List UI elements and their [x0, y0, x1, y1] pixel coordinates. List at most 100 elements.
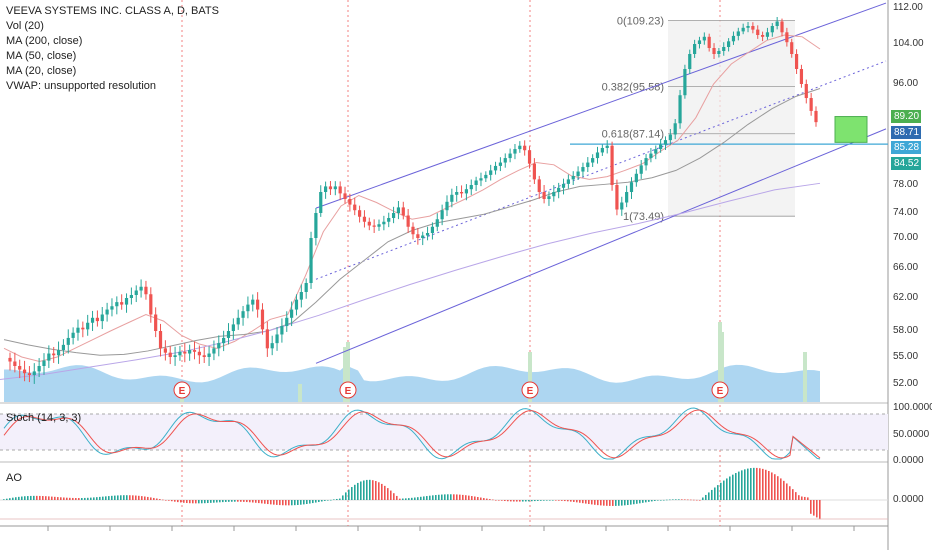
ao-bar	[195, 500, 197, 504]
ao-bar	[519, 500, 521, 502]
candle-body	[605, 145, 609, 148]
volume-spike	[803, 352, 807, 402]
price-tick-label: 55.00	[893, 351, 919, 362]
stoch-band	[0, 414, 888, 450]
ao-bar	[36, 495, 38, 500]
channel-upper-line	[315, 2, 887, 209]
ao-bar	[141, 496, 143, 500]
ao-bar	[42, 496, 44, 500]
price-tick-label: 52.00	[893, 378, 919, 389]
ao-bar	[690, 499, 692, 501]
ao-bar	[39, 495, 41, 500]
ao-bar	[132, 495, 134, 500]
candle-body	[532, 163, 536, 180]
ao-bar	[564, 500, 566, 502]
candle-body	[290, 309, 294, 318]
ao-bar	[516, 500, 518, 502]
ao-bar	[405, 498, 407, 500]
candle-body	[547, 196, 551, 199]
ao-bar	[324, 500, 326, 501]
ao-bar	[294, 500, 296, 506]
ao-bar	[123, 495, 125, 500]
ao-bar	[735, 473, 737, 500]
ao-bar	[381, 483, 383, 500]
ao-bar	[21, 496, 23, 500]
ao-bar	[114, 495, 116, 500]
candle-body	[338, 186, 342, 194]
stoch-label: Stoch (14, 3, 3)	[6, 412, 82, 424]
candle-body	[129, 295, 133, 298]
ao-bar	[186, 500, 188, 504]
ao-bar	[30, 495, 32, 500]
ao-bar	[147, 496, 149, 500]
candle-body	[561, 183, 566, 188]
candle-body	[391, 213, 396, 218]
channel-mid-line	[315, 60, 887, 280]
ao-bar	[90, 497, 92, 500]
candle-body	[760, 35, 765, 37]
candle-body	[163, 348, 167, 353]
ao-bar	[810, 500, 812, 514]
ao-bar	[480, 497, 482, 500]
stoch-d-line	[3, 409, 821, 459]
ao-bar	[486, 498, 488, 500]
candle-body	[731, 35, 736, 42]
ao-bar	[201, 500, 203, 504]
ao-bar	[399, 498, 401, 500]
candle-body	[183, 351, 187, 354]
legend-ma20: MA (20, close)	[6, 65, 77, 77]
ao-bar	[552, 500, 554, 501]
ao-bar	[792, 489, 794, 500]
ao-bar	[183, 500, 185, 503]
stoch-axis-label: 0.0000	[893, 455, 924, 466]
candle-body	[314, 213, 318, 238]
fib-level-label: 0(109.23)	[617, 15, 664, 27]
candle-body	[348, 199, 352, 205]
ao-bar	[765, 469, 767, 500]
candle-body	[377, 224, 381, 227]
ao-bar	[669, 499, 671, 501]
candle-body	[683, 69, 687, 96]
ao-bar	[345, 492, 347, 500]
candle-body	[32, 371, 36, 375]
ao-bar	[237, 500, 239, 502]
candle-body	[693, 44, 697, 54]
candle-body	[464, 189, 469, 194]
candle-body	[804, 84, 808, 99]
candle-body	[270, 343, 274, 349]
ao-bar	[213, 500, 215, 503]
ao-bar	[198, 500, 200, 504]
volume-spike	[343, 347, 347, 402]
ao-bar	[654, 500, 656, 501]
ao-bar	[477, 497, 479, 500]
candle-body	[217, 343, 221, 349]
volume-spike	[720, 332, 724, 402]
candle-body	[552, 192, 556, 197]
ao-bar	[204, 500, 206, 504]
candle-body	[688, 54, 692, 69]
ao-bar	[414, 497, 416, 500]
candle-body	[799, 69, 804, 84]
ao-bar	[729, 476, 731, 500]
ao-bar	[789, 486, 791, 500]
stoch-axis-label: 100.0000	[893, 402, 932, 413]
candle-body	[362, 216, 367, 222]
ao-bar	[390, 490, 392, 500]
earnings-marker	[521, 381, 539, 399]
candle-body	[600, 147, 604, 153]
ao-bar	[762, 468, 764, 500]
ao-bar	[396, 495, 398, 500]
candle-body	[134, 290, 138, 295]
ao-bar	[438, 494, 440, 500]
candle-body	[673, 123, 677, 135]
candle-body	[620, 202, 624, 210]
candle-body	[770, 26, 774, 33]
ao-bar	[207, 500, 209, 504]
ao-bar	[723, 480, 725, 500]
ao-bar	[105, 496, 107, 500]
ao-bar	[159, 499, 161, 500]
ao-bar	[300, 500, 302, 505]
legend-title: VEEVA SYSTEMS INC. CLASS A, D, BATS	[6, 5, 219, 17]
price-badge: 84.52	[891, 157, 921, 170]
